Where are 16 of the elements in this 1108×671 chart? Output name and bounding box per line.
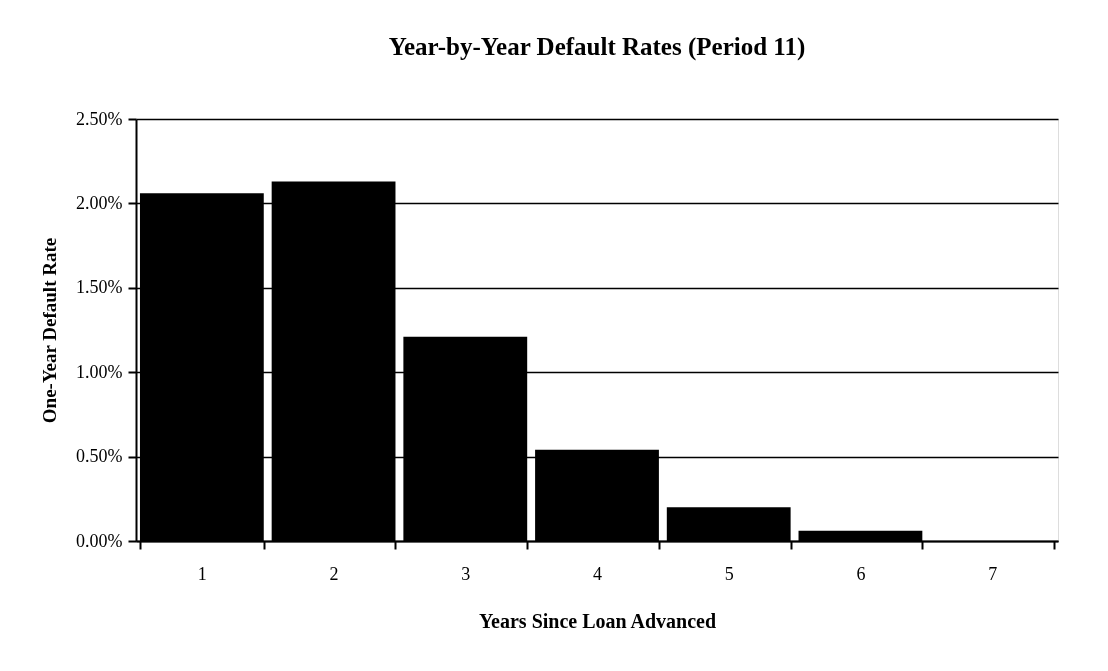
x-tick-label: 6: [856, 563, 866, 584]
x-axis-title: Years Since Loan Advanced: [478, 609, 717, 632]
x-tick-label: 5: [724, 563, 734, 584]
y-tick-label: 0.50%: [76, 446, 123, 467]
y-axis-title: One-Year Default Rate: [39, 237, 61, 424]
x-tick-label: 7: [988, 563, 998, 584]
x-tick-label: 3: [461, 563, 471, 584]
x-tick-label: 1: [197, 563, 207, 584]
y-tick-label: 2.50%: [76, 108, 123, 129]
y-tick-label: 2.00%: [76, 192, 123, 213]
x-tick-label: 4: [593, 563, 602, 584]
chart-title: Year-by-Year Default Rates (Period 11): [388, 33, 806, 61]
y-tick-label: 0.00%: [76, 530, 123, 551]
y-tick-label: 1.00%: [76, 361, 123, 382]
x-tick-label: 2: [329, 563, 339, 584]
y-tick-label: 1.50%: [76, 277, 123, 298]
